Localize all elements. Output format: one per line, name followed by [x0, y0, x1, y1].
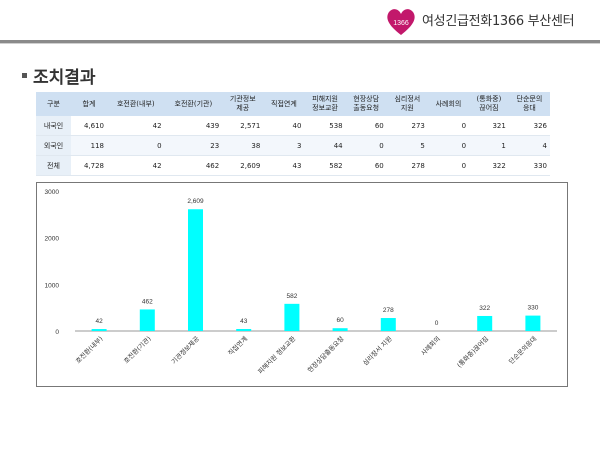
table-cell: 439: [164, 116, 223, 136]
table-header-cell: 심리정서 지원: [386, 92, 428, 116]
table-cell: 0: [107, 135, 165, 156]
table-cell: 44: [304, 135, 346, 156]
org-name: 여성긴급전화1366 부산센터: [422, 14, 575, 29]
x-tick-label: (통화중)끊어짐: [455, 334, 490, 369]
table-cell: 273: [386, 116, 428, 136]
table-cell: 118: [71, 135, 107, 156]
table-header-row: 구분 합계 호전환(내부) 호전환(기관) 기관정보 제공 직접연계 피해지원 정보교환 현장상담…: [36, 92, 550, 116]
table-cell: 278: [386, 155, 428, 176]
result-table: 구분 합계 호전환(내부) 호전환(기관) 기관정보 제공 직접연계 피해지원 정보교환 현장상담…: [36, 92, 550, 176]
header-divider-thin: [0, 43, 600, 44]
table-cell: 60: [345, 116, 387, 136]
table-row: 외국인 118 0 23 38 3 44 0 5 0 1 4: [36, 135, 550, 156]
table-cell: 321: [469, 116, 509, 136]
table-row: 내국인 4,610 42 439 2,571 40 538 60 273 0 321 326: [36, 116, 550, 136]
data-label: 582: [286, 293, 297, 300]
table-cell: 38: [222, 135, 264, 156]
table-header-cell: (통화중) 끊어짐: [469, 92, 509, 116]
data-label: 322: [479, 305, 490, 312]
data-label: 42: [95, 318, 103, 325]
table-header-cell: 현장상담 출동요청: [345, 92, 387, 116]
table-cell: 2,571: [222, 116, 264, 136]
header: 1366 여성긴급전화1366 부산센터: [0, 0, 600, 40]
bar: [236, 328, 252, 331]
table-header-cell: 피해지원 정보교환: [304, 92, 346, 116]
x-tick-label: 심리정서 지원: [361, 334, 394, 367]
data-label: 0: [435, 320, 439, 327]
table-cell: 1: [469, 135, 509, 156]
y-tick-label: 1000: [45, 282, 60, 289]
data-label: 462: [142, 298, 153, 305]
table-cell: 330: [508, 155, 550, 176]
x-tick-label: 단순문의응대: [507, 334, 539, 366]
bullet-square-icon: [22, 72, 27, 78]
table-cell: 0: [427, 155, 470, 176]
data-label: 2,609: [187, 198, 204, 205]
bar: [139, 309, 155, 331]
y-tick-label: 3000: [45, 189, 60, 196]
table-header-cell: 구분: [36, 92, 71, 116]
center-logo-icon: 1366: [387, 9, 415, 35]
bar: [332, 328, 348, 331]
chart-container: 0 1000 2000 3000 42 호전환(내부) 462 호전환(기관) 2,609 기관정…: [36, 182, 568, 387]
bar-chart: 0 1000 2000 3000 42 호전환(내부) 462 호전환(기관) 2,609 기관정…: [45, 189, 557, 376]
bar: [284, 303, 300, 331]
table-header-cell: 단순문의 응대: [508, 92, 550, 116]
table-cell: 0: [427, 116, 470, 136]
data-label: 60: [336, 317, 344, 324]
table-cell: 23: [164, 135, 223, 156]
table-header-cell: 합계: [71, 92, 107, 116]
table-cell: 0: [427, 135, 470, 156]
header-divider: [0, 40, 600, 43]
table-row-header: 내국인: [36, 116, 71, 136]
x-tick-label: 호전환(내부): [73, 334, 104, 365]
table-header-cell: 호전환(기관): [164, 92, 223, 116]
table-cell: 60: [345, 155, 387, 176]
table-header-cell: 기관정보 제공: [222, 92, 264, 116]
table-row: 전체 4,728 42 462 2,609 43 582 60 278 0 322 330: [36, 155, 550, 176]
section-title: 조치결과: [22, 63, 96, 88]
table-cell: 0: [345, 135, 387, 156]
data-label: 43: [240, 318, 248, 325]
table-cell: 538: [304, 116, 346, 136]
table-cell: 326: [508, 116, 550, 136]
table-cell: 40: [263, 116, 305, 136]
table-cell: 582: [304, 155, 346, 176]
table-header-cell: 직접연계: [263, 92, 305, 116]
table-cell: 4,610: [71, 116, 107, 136]
bar: [525, 315, 541, 331]
data-label: 330: [527, 305, 538, 312]
data-label: 278: [383, 307, 394, 314]
bar: [91, 329, 107, 331]
x-tick-label: 기관정보제공: [169, 334, 201, 366]
x-tick-label: 피해지원 정보교환: [256, 334, 298, 376]
table-cell: 3: [263, 135, 305, 156]
x-tick-label: 현장상담출동요청: [305, 334, 345, 374]
x-tick-label: 호전환(기관): [122, 334, 153, 365]
table-cell: 462: [164, 155, 223, 176]
y-tick-label: 2000: [45, 236, 60, 243]
table-cell: 5: [386, 135, 428, 156]
table-body: 내국인 4,610 42 439 2,571 40 538 60 273 0 321 326 외국인 11…: [36, 116, 550, 176]
table-cell: 43: [263, 155, 305, 176]
table-header-cell: 호전환(내부): [107, 92, 165, 116]
y-tick-label: 0: [55, 329, 59, 336]
table-row-header: 전체: [36, 155, 71, 176]
table-cell: 322: [469, 155, 509, 176]
table-cell: 42: [107, 116, 165, 136]
bar: [477, 315, 493, 331]
table-cell: 2,609: [222, 155, 264, 176]
section-title-text: 조치결과: [33, 68, 96, 88]
x-tick-label: 사례회의: [419, 334, 442, 357]
table-cell: 42: [107, 155, 165, 176]
table-cell: 4: [508, 135, 550, 156]
x-tick-label: 직접연계: [226, 334, 249, 357]
bar: [188, 209, 203, 331]
table-header-cell: 사례회의: [427, 92, 470, 116]
table-cell: 4,728: [71, 155, 107, 176]
table-row-header: 외국인: [36, 135, 71, 156]
bar: [380, 318, 396, 331]
logo-text: 1366: [393, 20, 409, 27]
